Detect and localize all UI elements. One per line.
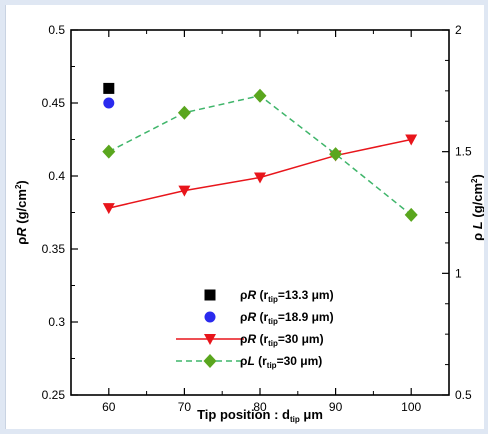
x-tick-label: 80 [253, 400, 267, 414]
y-left-tick-label: 0.3 [48, 315, 65, 329]
y-left-axis-title: ρR (g/cm2) [14, 180, 29, 245]
y-right-tick-label: 1 [455, 266, 462, 280]
figure-panel: ρR (rtip=13.3 μm) ρR (rtip=18.9 μm) ρR (rt… [5, 5, 485, 429]
x-tick-label: 60 [102, 400, 116, 414]
axes-frame-group [70, 29, 450, 396]
y-right-axis-title: ρ L (g/cm2) [470, 174, 484, 241]
legend-marker-2 [204, 311, 216, 323]
y-left-tick-label: 0.5 [48, 23, 65, 37]
y-left-tick-label: 0.45 [42, 96, 66, 110]
x-axis-title: Tip position : dtip μm [197, 407, 323, 424]
data-point-s4 [102, 144, 116, 159]
axis-labels-group: 60 70 80 90 100 0.25 0.3 0.35 0.4 0.45 0.5 0.5 1 1.5 2… [14, 23, 485, 424]
legend-marker-1 [204, 289, 216, 301]
y-right-tick-label: 1.5 [455, 145, 472, 159]
x-tick-label: 100 [401, 400, 421, 414]
data-point-s3 [102, 203, 115, 215]
series-group [102, 82, 418, 222]
x-tick-label: 90 [329, 400, 343, 414]
data-point-s4 [177, 105, 191, 120]
y-left-tick-label: 0.4 [48, 169, 65, 183]
y-right-tick-label: 0.5 [455, 388, 472, 402]
legend-marker-4 [203, 354, 217, 368]
y-left-tick-label: 0.25 [42, 388, 66, 402]
y-left-tick-label: 0.35 [42, 242, 66, 256]
data-point-s4 [253, 88, 267, 103]
legend: ρR (rtip=13.3 μm) ρR (rtip=18.9 μm) ρR (rt… [176, 288, 334, 370]
x-tick-label: 70 [178, 400, 192, 414]
y-right-tick-label: 2 [455, 23, 462, 37]
data-point-s1 [103, 82, 115, 94]
data-point-s4 [404, 207, 418, 222]
data-point-s3 [178, 185, 191, 197]
data-point-s2 [103, 97, 115, 109]
legend-label-3: ρR (rtip=30 μm) [240, 332, 324, 348]
data-point-s3 [405, 134, 418, 146]
data-point-s4 [329, 147, 343, 162]
chart: ρR (rtip=13.3 μm) ρR (rtip=18.9 μm) ρR (rt… [14, 23, 485, 424]
data-point-s3 [254, 172, 266, 184]
legend-marker-3 [204, 334, 216, 345]
legend-label-1: ρR (rtip=13.3 μm) [240, 288, 334, 304]
legend-label-2: ρR (rtip=18.9 μm) [240, 310, 334, 326]
legend-label-4: ρL (rtip=30 μm) [240, 354, 322, 370]
